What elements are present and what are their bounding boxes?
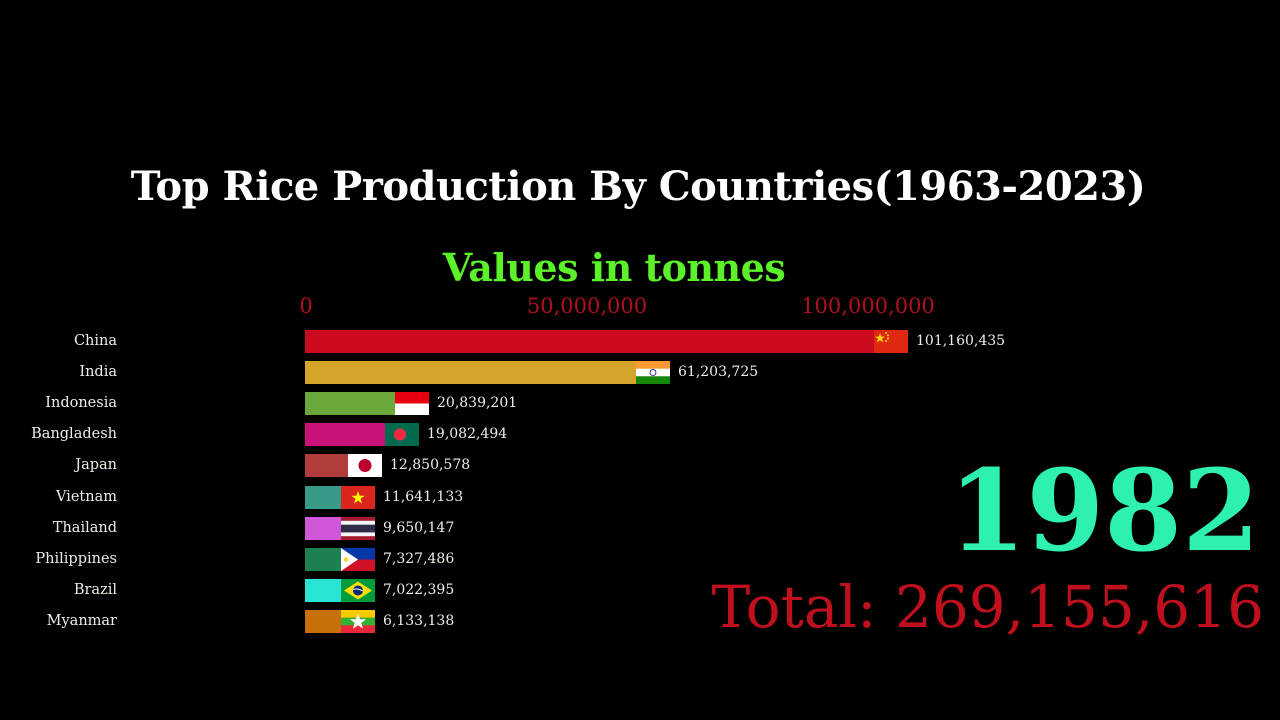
country-label: Myanmar — [46, 612, 117, 629]
bar — [305, 330, 908, 353]
bar-row: Brazil 7,022,395 — [0, 578, 1100, 602]
x-tick: 0 — [299, 294, 313, 318]
bar — [305, 485, 375, 509]
value-label: 19,082,494 — [427, 426, 508, 443]
x-tick: 50,000,000 — [526, 294, 648, 318]
bar-row: Japan 12,850,578 — [0, 454, 1100, 478]
brazil-flag-icon — [341, 578, 375, 602]
japan-flag-icon — [348, 454, 382, 478]
value-label: 7,327,486 — [383, 550, 455, 567]
country-label: Japan — [75, 457, 117, 474]
value-label: 11,641,133 — [383, 488, 464, 505]
bar-row: Myanmar 6,133,138 — [0, 609, 1100, 633]
bar — [305, 454, 382, 478]
bar — [305, 516, 375, 540]
bar — [305, 609, 375, 633]
country-label: Indonesia — [45, 395, 117, 412]
bar-row: Indonesia 20,839,201 — [0, 392, 1100, 416]
value-label: 6,133,138 — [383, 612, 455, 629]
philippines-flag-icon — [341, 547, 375, 571]
bar-row: Philippines 7,327,486 — [0, 547, 1100, 571]
value-label: 20,839,201 — [437, 395, 518, 412]
country-label: Bangladesh — [31, 426, 117, 443]
country-label: Vietnam — [56, 488, 117, 505]
chart-subtitle: Values in tonnes — [442, 245, 786, 290]
bar — [305, 361, 670, 385]
bar-row: China 101,160,435 — [0, 330, 1100, 353]
value-label: 9,650,147 — [383, 519, 455, 536]
china-flag-icon — [874, 330, 908, 353]
value-label: 101,160,435 — [916, 333, 1006, 349]
bar-row: India 61,203,725 — [0, 361, 1100, 385]
bar — [305, 578, 375, 602]
total-label: Total: 269,155,616 — [711, 573, 1264, 641]
year-label: 1982 — [948, 446, 1260, 577]
x-tick: 100,000,000 — [801, 294, 935, 318]
bar-row: Vietnam 11,641,133 — [0, 485, 1100, 509]
bar-row: Thailand 9,650,147 — [0, 516, 1100, 540]
india-flag-icon — [636, 361, 670, 385]
vietnam-flag-icon — [341, 485, 375, 509]
country-label: Philippines — [35, 550, 117, 567]
chart-title: Top Rice Production By Countries(1963-20… — [130, 163, 1146, 210]
country-label: Thailand — [52, 519, 117, 536]
bar-row: Bangladesh 19,082,494 — [0, 423, 1100, 447]
country-label: China — [73, 333, 117, 349]
indonesia-flag-icon — [395, 392, 429, 416]
bar — [305, 423, 419, 447]
value-label: 61,203,725 — [678, 364, 759, 381]
bangladesh-flag-icon — [385, 423, 419, 447]
value-label: 12,850,578 — [390, 457, 471, 474]
bar — [305, 392, 429, 416]
myanmar-flag-icon — [341, 609, 375, 633]
value-label: 7,022,395 — [383, 581, 455, 598]
country-label: India — [79, 364, 117, 381]
country-label: Brazil — [73, 581, 117, 598]
thailand-flag-icon — [341, 516, 375, 540]
bar — [305, 547, 375, 571]
